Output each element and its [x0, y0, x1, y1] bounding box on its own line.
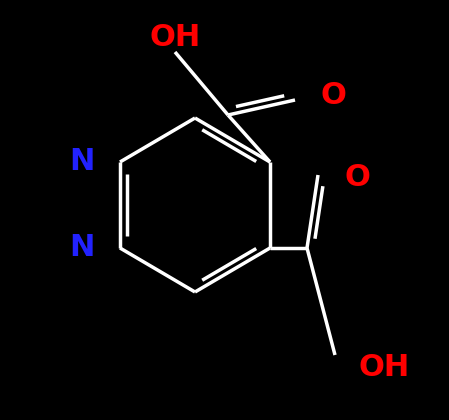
Text: O: O — [320, 81, 346, 110]
Text: OH: OH — [150, 24, 201, 52]
Text: O: O — [345, 163, 371, 192]
Text: N: N — [70, 147, 95, 176]
Text: OH: OH — [358, 354, 409, 383]
Text: N: N — [70, 234, 95, 262]
